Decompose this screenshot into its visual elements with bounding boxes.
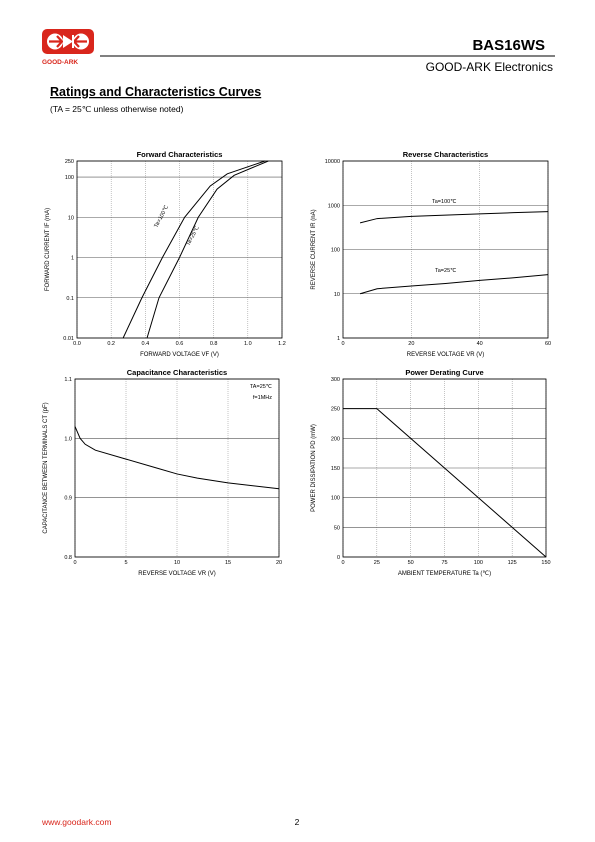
y-tick-label: 50 — [334, 525, 340, 531]
x-axis-label: REVERSE VOLTAGE VR (V) — [407, 352, 484, 358]
page-number: 2 — [295, 817, 300, 827]
y-tick-label: 1 — [71, 256, 74, 262]
y-tick-label: 150 — [331, 466, 340, 472]
y-tick-label: 10000 — [325, 159, 340, 165]
section-title: Ratings and Characteristics Curves — [50, 85, 261, 99]
y-tick-label: 1.1 — [64, 377, 72, 383]
curve-label: Ta=25℃ — [185, 225, 201, 247]
y-tick-label: 100 — [65, 175, 74, 181]
y-tick-label: 100 — [331, 248, 340, 254]
x-tick-label: 60 — [545, 341, 551, 347]
curve — [74, 426, 280, 490]
x-tick-label: 0.0 — [73, 341, 81, 347]
curve — [359, 274, 549, 295]
x-axis-label: AMBIENT TEMPERATURE Ta (℃) — [398, 571, 491, 577]
x-tick-label: 0 — [73, 560, 76, 566]
chart-title: Reverse Characteristics — [403, 150, 488, 159]
x-axis-label: FORWARD VOLTAGE VF (V) — [140, 352, 219, 358]
y-tick-label: 1 — [337, 336, 340, 342]
y-tick-label: 200 — [331, 436, 340, 442]
y-axis-label: POWER DISSIPATION PD (mW) — [311, 424, 317, 512]
x-tick-label: 75 — [441, 560, 447, 566]
x-tick-label: 0.8 — [210, 341, 218, 347]
x-tick-label: 125 — [508, 560, 517, 566]
curve — [359, 211, 549, 224]
x-tick-label: 100 — [474, 560, 483, 566]
chart-title: Power Derating Curve — [405, 368, 483, 377]
plot-frame — [74, 378, 280, 558]
annotation: f=1MHz — [253, 395, 272, 401]
chart-title: Forward Characteristics — [137, 150, 223, 159]
footer-url: www.goodark.com — [41, 817, 111, 827]
y-tick-label: 10 — [334, 292, 340, 298]
x-tick-label: 0 — [341, 341, 344, 347]
x-tick-label: 0.6 — [176, 341, 184, 347]
x-tick-label: 0 — [341, 560, 344, 566]
company: GOOD-ARK Electronics — [426, 60, 553, 74]
y-axis-label: FORWARD CURRENT IF (mA) — [45, 208, 51, 291]
y-tick-label: 250 — [65, 159, 74, 165]
y-tick-label: 0.1 — [66, 296, 74, 302]
x-tick-label: 10 — [174, 560, 180, 566]
x-tick-label: 40 — [477, 341, 483, 347]
x-tick-label: 25 — [374, 560, 380, 566]
y-tick-label: 0.01 — [63, 336, 74, 342]
x-tick-label: 0.2 — [107, 341, 115, 347]
y-tick-label: 10 — [68, 215, 74, 221]
plot-frame — [76, 160, 283, 339]
section-note: (TA = 25℃ unless otherwise noted) — [50, 104, 184, 114]
curve-label: Ta=100℃ — [153, 204, 170, 229]
curve — [146, 160, 269, 339]
logo — [42, 29, 94, 54]
x-tick-label: 15 — [225, 560, 231, 566]
y-tick-label: 0.9 — [64, 496, 72, 502]
plot-frame — [342, 378, 547, 558]
curve-label: Ta=25℃ — [435, 268, 457, 274]
x-tick-label: 20 — [408, 341, 414, 347]
y-tick-label: 1000 — [328, 203, 340, 209]
curve-label: Ta=100℃ — [432, 199, 457, 205]
part-number: BAS16WS — [472, 37, 545, 54]
x-axis-label: REVERSE VOLTAGE VR (V) — [138, 571, 215, 577]
x-tick-label: 50 — [408, 560, 414, 566]
y-tick-label: 1.0 — [64, 436, 72, 442]
curve — [122, 160, 266, 339]
logo-text: GOOD-ARK — [42, 59, 78, 66]
annotation: TA=25℃ — [250, 384, 273, 390]
y-tick-label: 0.8 — [64, 555, 72, 561]
x-tick-label: 5 — [124, 560, 127, 566]
x-tick-label: 0.4 — [142, 341, 150, 347]
x-tick-label: 1.2 — [278, 341, 286, 347]
x-tick-label: 1.0 — [244, 341, 252, 347]
plot-frame — [342, 160, 549, 339]
y-axis-label: REVERSE CURRENT IR (nA) — [311, 209, 317, 289]
y-tick-label: 250 — [331, 407, 340, 413]
y-tick-label: 300 — [331, 377, 340, 383]
chart-title: Capacitance Characteristics — [127, 368, 227, 377]
x-tick-label: 150 — [541, 560, 550, 566]
y-axis-label: CAPACITANCE BETWEEN TERMINALS CT (pF) — [43, 402, 49, 533]
curve — [343, 408, 547, 558]
x-tick-label: 20 — [276, 560, 282, 566]
y-tick-label: 0 — [337, 555, 340, 561]
y-tick-label: 100 — [331, 496, 340, 502]
